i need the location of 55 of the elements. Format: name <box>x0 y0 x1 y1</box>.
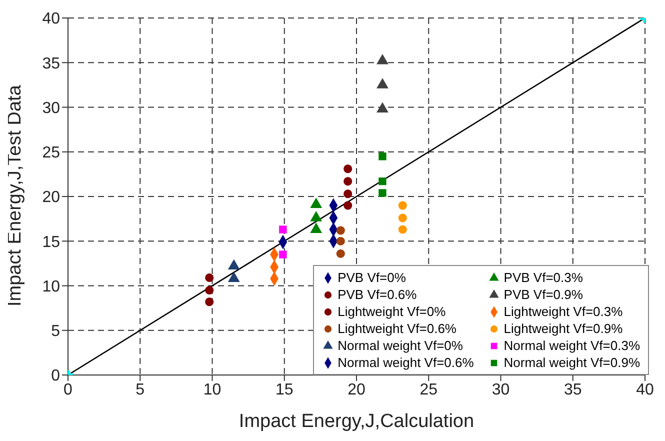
x-tick-label: 5 <box>136 381 145 398</box>
point <box>310 212 322 222</box>
y-tick-label: 40 <box>42 10 60 28</box>
point <box>336 226 345 235</box>
legend-label: Lightweight Vf=0.3% <box>504 304 623 319</box>
legend-label: PVB Vf=0.9% <box>504 287 583 302</box>
point <box>310 198 322 208</box>
y-tick-label: 20 <box>42 189 60 206</box>
point <box>205 273 214 282</box>
legend-label: Lightweight Vf=0.6% <box>338 321 456 336</box>
legend-label: Lightweight Vf=0% <box>338 304 446 319</box>
x-tick-label: 35 <box>564 381 582 398</box>
point <box>279 226 287 234</box>
legend-label: PVB Vf=0.6% <box>338 287 417 302</box>
point <box>310 223 322 233</box>
y-tick-label: 0 <box>51 368 60 385</box>
point <box>398 225 407 234</box>
point <box>378 152 386 160</box>
x-tick-label: 30 <box>492 381 510 398</box>
point <box>344 164 352 174</box>
x-tick-label: 20 <box>348 381 366 398</box>
x-tick-label: 0 <box>64 381 73 398</box>
x-tick-label: 25 <box>420 381 438 398</box>
point <box>228 272 240 282</box>
point <box>336 236 345 246</box>
y-tick-label: 10 <box>42 278 60 296</box>
x-tick-label: 15 <box>275 381 294 398</box>
legend-label: PVB Vf=0.3% <box>504 270 583 285</box>
legend-label: Normal weight Vf=0% <box>338 338 463 353</box>
y-axis-title: Impact Energy,J,Test Data <box>4 84 26 306</box>
legend-label: Normal weight Vf=0.9% <box>504 355 640 370</box>
point <box>228 260 240 270</box>
point <box>398 214 407 222</box>
point <box>336 249 345 258</box>
point <box>205 298 214 306</box>
x-tick-label: 40 <box>636 381 654 398</box>
point <box>378 189 386 197</box>
legend-label: Normal weight Vf=0.6% <box>338 355 474 370</box>
point <box>344 190 352 198</box>
x-tick-label: 10 <box>203 381 222 398</box>
point <box>279 250 287 258</box>
point <box>344 201 352 210</box>
y-tick-label: 30 <box>42 100 60 117</box>
y-tick-label: 25 <box>42 144 60 162</box>
y-tick-label: 5 <box>51 323 60 340</box>
point <box>344 177 352 186</box>
legend-label: PVB Vf=0% <box>338 270 406 285</box>
legend-label: Lightweight Vf=0.9% <box>504 321 623 336</box>
y-tick-label: 15 <box>42 234 60 251</box>
legend-label: Normal weight Vf=0.3% <box>504 338 640 353</box>
point <box>398 201 407 210</box>
y-tick-label: 35 <box>42 55 60 72</box>
x-axis-title: Impact Energy,J,Calculation <box>238 411 474 432</box>
point <box>378 177 386 186</box>
point <box>205 286 214 294</box>
